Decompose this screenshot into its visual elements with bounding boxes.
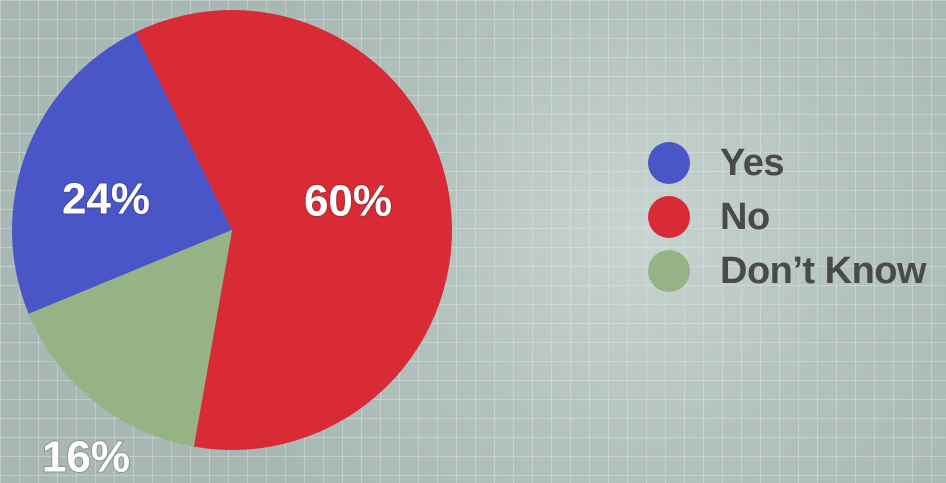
data-label-dont-know: 16% <box>42 433 130 482</box>
legend: Yes No Don’t Know <box>648 136 927 298</box>
legend-label: No <box>720 195 770 238</box>
legend-label: Yes <box>720 141 785 184</box>
legend-swatch <box>648 196 690 238</box>
legend-item-yes: Yes <box>648 136 926 190</box>
pie-slice-yes <box>11 32 232 314</box>
data-label-no: 60% <box>304 177 392 226</box>
legend-label: Don’t Know <box>720 249 927 292</box>
legend-item-no: No <box>648 190 926 244</box>
legend-swatch <box>648 250 690 292</box>
pie-slices <box>11 9 452 451</box>
pie-data-labels: 24% 60% 16% <box>41 174 393 483</box>
pie-slice-dont-know <box>28 230 233 447</box>
legend-item-dont-know: Don’t Know <box>648 244 927 298</box>
data-label-yes: 24% <box>62 175 150 224</box>
legend-swatch <box>648 142 690 184</box>
pie-slice-no <box>135 9 452 451</box>
